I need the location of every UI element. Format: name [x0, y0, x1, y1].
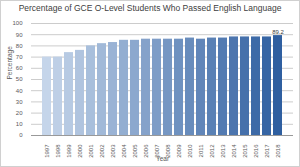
svg-text:2011: 2011: [198, 144, 204, 158]
svg-text:2012: 2012: [209, 144, 215, 158]
svg-text:90: 90: [16, 32, 23, 38]
svg-text:40: 40: [16, 88, 23, 94]
svg-text:10: 10: [16, 121, 23, 127]
svg-text:2002: 2002: [99, 144, 105, 158]
svg-text:2015: 2015: [242, 144, 248, 158]
svg-text:2004: 2004: [121, 144, 127, 158]
svg-text:2006: 2006: [143, 144, 149, 158]
svg-text:2010: 2010: [187, 144, 193, 158]
svg-text:80: 80: [16, 43, 23, 49]
svg-text:2003: 2003: [110, 144, 116, 158]
svg-text:30: 30: [16, 99, 23, 105]
svg-text:2014: 2014: [231, 144, 237, 158]
html-text:Percentage of GCE O-Level Stud: Percentage of GCE O-Level Students Who P…: [18, 3, 282, 13]
svg-text:2000: 2000: [77, 144, 83, 158]
svg-text:2008: 2008: [164, 144, 171, 158]
svg-text:2009: 2009: [176, 144, 182, 158]
svg-text:70: 70: [16, 54, 23, 60]
svg-text:60: 60: [16, 65, 23, 71]
svg-text:89.2: 89.2: [272, 29, 284, 35]
svg-text:2013: 2013: [220, 144, 226, 158]
svg-text:Year: Year: [156, 155, 170, 162]
svg-text:50: 50: [16, 76, 23, 82]
svg-text:Percentage: Percentage: [6, 46, 14, 80]
svg-text:0: 0: [19, 132, 23, 138]
svg-text:1997: 1997: [44, 144, 50, 158]
svg-text:2017: 2017: [264, 144, 270, 158]
svg-text:20: 20: [16, 110, 23, 116]
svg-text:100: 100: [12, 20, 23, 26]
svg-text:1999: 1999: [66, 144, 72, 158]
svg-text:1998: 1998: [55, 144, 61, 158]
svg-text:2016: 2016: [253, 144, 259, 158]
svg-text:2005: 2005: [132, 144, 138, 158]
svg-text:2001: 2001: [88, 144, 94, 158]
svg-text:2007: 2007: [153, 144, 160, 158]
svg-text:2018: 2018: [275, 144, 281, 158]
